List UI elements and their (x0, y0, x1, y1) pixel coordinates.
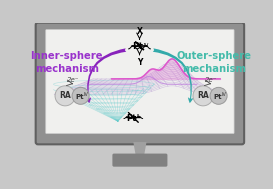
FancyBboxPatch shape (36, 23, 244, 144)
Text: Pt: Pt (132, 42, 144, 51)
Text: IV: IV (143, 43, 149, 47)
Circle shape (193, 86, 213, 106)
Text: Pt: Pt (213, 94, 222, 100)
Text: RA: RA (59, 91, 71, 100)
Circle shape (72, 87, 89, 104)
Text: Outer-sphere
mechanism: Outer-sphere mechanism (176, 51, 251, 74)
Circle shape (55, 86, 75, 106)
Text: Inner-sphere
mechanism: Inner-sphere mechanism (30, 51, 103, 74)
Text: II: II (136, 114, 140, 119)
FancyBboxPatch shape (46, 30, 234, 134)
Text: Pt: Pt (127, 114, 137, 123)
FancyBboxPatch shape (112, 154, 167, 167)
Text: 2e⁻: 2e⁻ (67, 77, 79, 83)
FancyArrowPatch shape (153, 48, 193, 103)
Text: RA: RA (197, 91, 209, 100)
Text: IV: IV (84, 92, 89, 97)
Text: 2e⁻: 2e⁻ (204, 77, 217, 83)
Text: Y: Y (137, 58, 142, 67)
Text: IV: IV (222, 92, 227, 97)
FancyArrowPatch shape (86, 48, 126, 103)
Text: Pt: Pt (76, 94, 84, 100)
Circle shape (210, 87, 227, 104)
Polygon shape (133, 142, 147, 155)
Text: X: X (136, 27, 143, 36)
